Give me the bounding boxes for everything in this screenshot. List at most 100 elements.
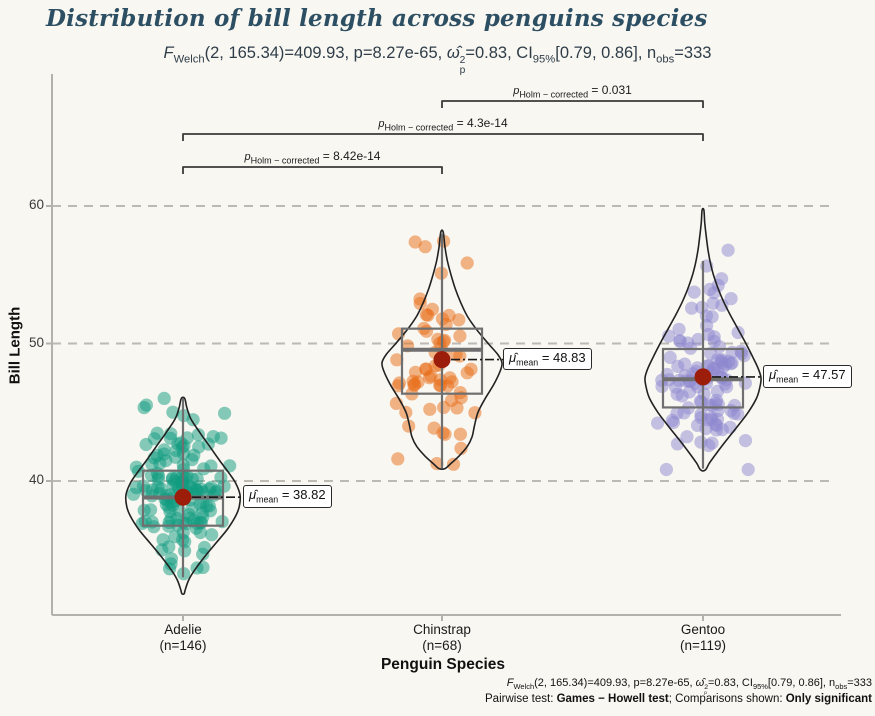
data-point-chinstrap <box>419 324 434 338</box>
data-point-chinstrap <box>418 240 432 254</box>
comparison-bracket-3 <box>441 100 704 108</box>
data-point-adelie <box>126 487 141 501</box>
data-point-adelie <box>191 428 205 442</box>
data-point-chinstrap <box>390 353 404 367</box>
data-point-chinstrap <box>433 373 447 387</box>
stat-F: F <box>163 44 174 62</box>
data-point-gentoo <box>690 418 705 432</box>
stat-ci-sub: 95% <box>532 53 556 66</box>
data-point-adelie <box>144 468 159 482</box>
data-point-gentoo <box>738 434 753 448</box>
data-point-adelie <box>178 544 192 558</box>
data-point-adelie <box>195 506 209 520</box>
data-point-gentoo <box>665 413 679 427</box>
violin-outline-gentoo <box>644 207 762 472</box>
data-point-adelie <box>218 406 232 420</box>
data-point-adelie <box>223 459 237 473</box>
data-point-gentoo <box>671 359 685 373</box>
comparison-label-1: pHolm − corrected = 8.42e-14 <box>244 149 381 166</box>
caption-stats-line: FWelch(2, 165.34)=409.93, p=8.27e-65, ω̂… <box>506 677 872 696</box>
data-point-chinstrap <box>442 308 456 323</box>
data-point-gentoo <box>691 332 705 347</box>
x-axis-title: Penguin Species <box>380 656 506 673</box>
data-point-gentoo <box>685 301 699 315</box>
y-tick-label: 50 <box>28 334 44 350</box>
stat-df: (2, 165.34)=409.93, p=8.27e-65, <box>204 44 447 62</box>
data-point-chinstrap <box>430 457 444 471</box>
data-point-adelie <box>205 528 219 542</box>
plot-title: Distribution of bill length across pengu… <box>46 5 708 32</box>
data-point-gentoo <box>706 296 720 310</box>
data-point-adelie <box>166 478 181 492</box>
data-point-gentoo <box>715 272 729 286</box>
data-point-adelie <box>207 488 221 502</box>
data-point-chinstrap <box>433 336 447 350</box>
data-point-chinstrap <box>423 402 437 416</box>
data-point-adelie <box>164 557 178 571</box>
x-axis-label-adelie: Adelie (n=146) <box>159 622 207 653</box>
y-tick-label: 40 <box>28 472 44 487</box>
data-point-adelie <box>145 483 159 497</box>
data-point-chinstrap <box>408 365 423 379</box>
data-point-adelie <box>145 457 159 471</box>
data-point-gentoo <box>741 462 755 477</box>
stat-omega: ω̂ <box>446 44 460 62</box>
x-axis-label-gentoo: Gentoo (n=119) <box>680 622 726 653</box>
data-point-chinstrap <box>454 441 468 455</box>
data-point-gentoo <box>705 399 719 413</box>
data-point-chinstrap <box>446 457 461 471</box>
data-point-adelie <box>214 470 228 485</box>
data-point-chinstrap <box>391 452 405 466</box>
comparisons-shown: Only significant <box>785 693 872 705</box>
data-point-gentoo <box>720 380 734 394</box>
data-point-chinstrap <box>464 362 478 376</box>
stat-n-val: =333 <box>674 44 712 62</box>
data-point-adelie <box>157 391 171 405</box>
data-point-chinstrap <box>408 235 422 249</box>
data-point-chinstrap <box>468 406 482 420</box>
data-point-gentoo <box>680 430 694 444</box>
pairwise-test-name: Games − Howell test <box>556 693 669 705</box>
mean-dot-adelie <box>174 488 192 506</box>
data-point-gentoo <box>682 385 697 399</box>
data-point-adelie <box>187 448 201 462</box>
caption-pairwise-line: Pairwise test: Games − Howell test; Comp… <box>485 693 872 705</box>
mean-label-adelie: μ̂mean = 38.82 <box>243 485 332 508</box>
data-point-adelie <box>139 437 153 452</box>
data-point-chinstrap <box>453 427 467 441</box>
data-point-gentoo <box>707 286 721 300</box>
data-point-gentoo <box>724 292 738 306</box>
data-point-chinstrap <box>402 419 416 433</box>
data-point-adelie <box>197 462 211 476</box>
data-point-adelie <box>164 512 178 526</box>
data-point-gentoo <box>702 438 716 453</box>
data-point-gentoo <box>694 407 708 421</box>
data-point-gentoo <box>651 416 665 430</box>
comparison-label-3: pHolm − corrected = 0.031 <box>513 83 632 100</box>
data-point-chinstrap <box>450 401 464 415</box>
stat-F-sub: Welch <box>173 53 205 66</box>
violin-outline-adelie <box>124 396 242 596</box>
data-point-gentoo <box>707 330 721 344</box>
comparison-bracket-1 <box>182 166 443 174</box>
data-point-gentoo <box>672 322 686 336</box>
data-point-adelie <box>196 560 210 575</box>
box-chinstrap <box>400 327 484 395</box>
plot-subtitle: FWelch(2, 165.34)=409.93, p=8.27e-65, ω̂… <box>0 44 875 77</box>
data-point-gentoo <box>673 334 687 348</box>
data-point-gentoo <box>670 387 684 401</box>
data-point-adelie <box>185 472 199 486</box>
data-point-adelie <box>150 426 164 440</box>
data-point-adelie <box>157 443 171 457</box>
data-point-gentoo <box>687 285 701 299</box>
data-point-chinstrap <box>460 256 474 270</box>
stat-n-sub: obs <box>656 53 675 66</box>
comparison-label-2: pHolm − corrected = 4.3e-14 <box>378 116 508 133</box>
comparison-bracket-2 <box>182 133 704 141</box>
data-point-adelie <box>168 530 182 544</box>
data-point-gentoo <box>721 243 735 257</box>
y-tick-label: 60 <box>28 197 44 212</box>
data-point-adelie <box>214 431 228 445</box>
